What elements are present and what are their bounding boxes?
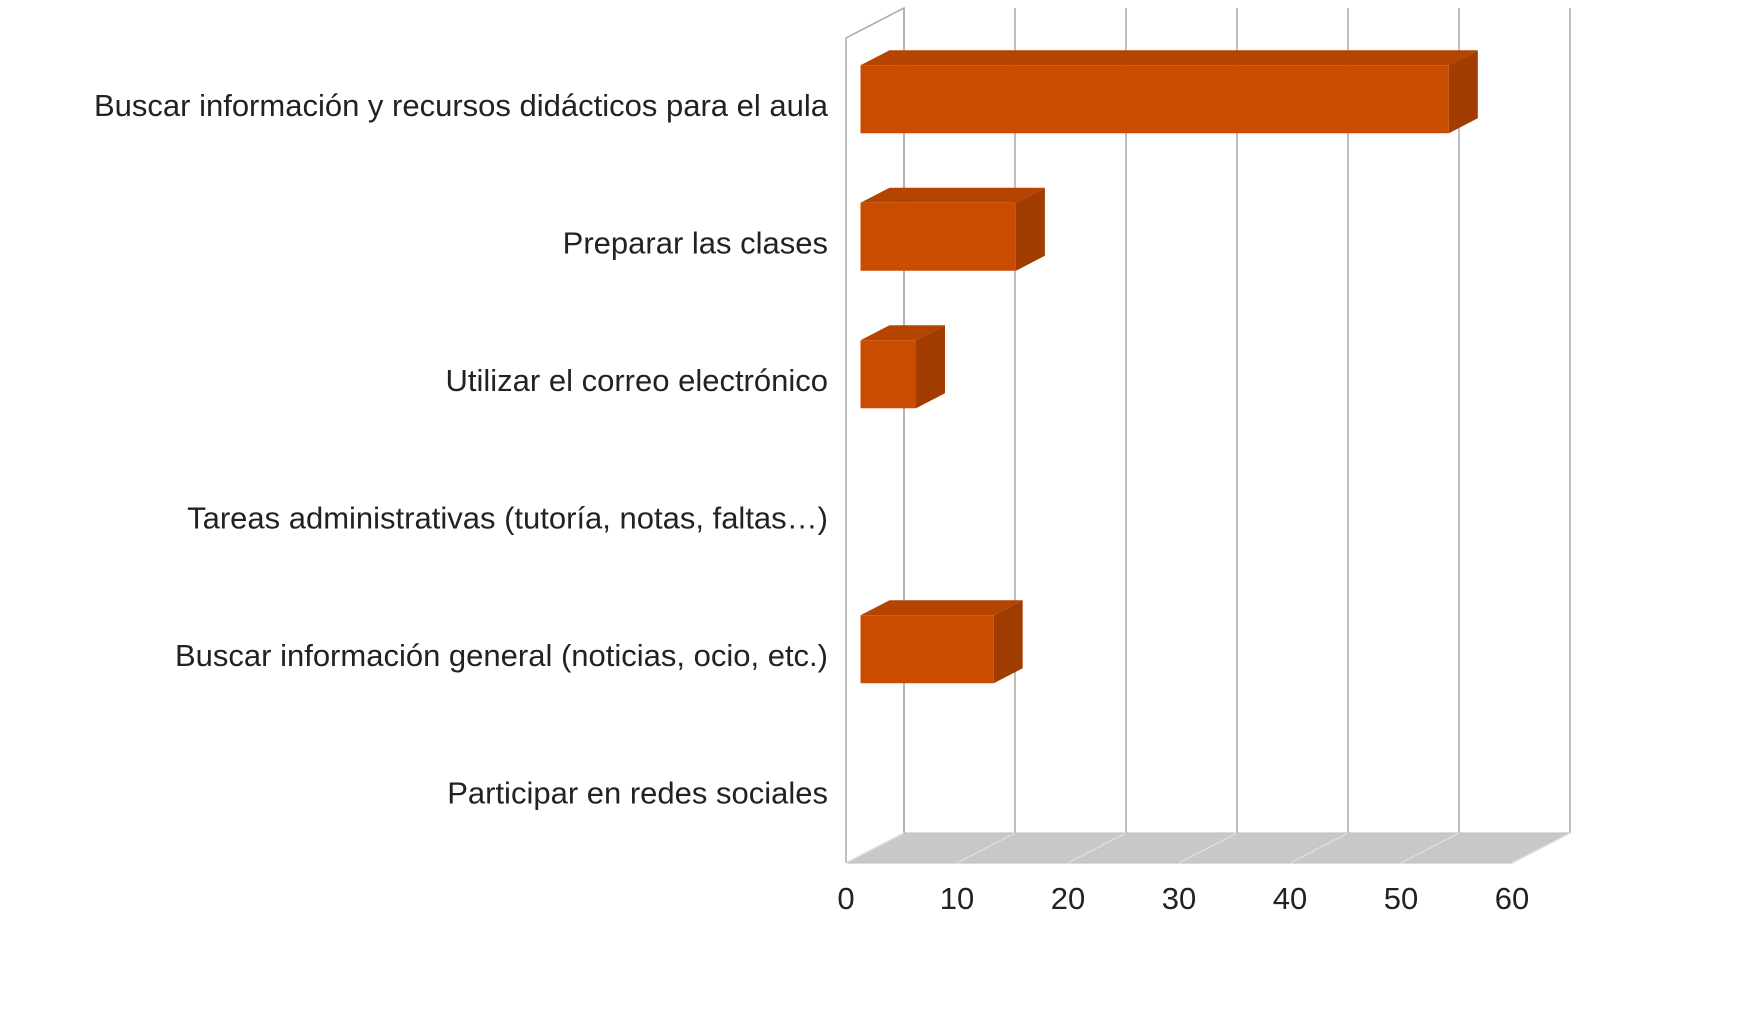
y-tick-label: Participar en redes sociales	[447, 775, 828, 810]
y-tick-label: Utilizar el correo electrónico	[446, 363, 828, 398]
left-wall	[845, 6, 905, 863]
y-tick-label: Buscar información y recursos didácticos…	[94, 88, 829, 123]
bar	[860, 187, 1045, 271]
bar	[860, 50, 1478, 134]
floor-grid-line	[1289, 832, 1349, 864]
y-tick-label: Preparar las clases	[563, 225, 828, 260]
x-tick-label: 20	[1051, 881, 1085, 916]
bar-side	[1015, 187, 1045, 271]
y-tick-label: Buscar información general (noticias, oc…	[175, 638, 828, 673]
x-tick-label: 0	[837, 881, 854, 916]
bar-front	[860, 65, 1449, 134]
x-tick-label: 10	[940, 881, 974, 916]
bar-front	[860, 615, 994, 684]
bar	[860, 325, 945, 409]
bar	[860, 600, 1023, 684]
bar-side	[1448, 50, 1478, 134]
floor-grid-line	[1511, 832, 1571, 864]
floor-grid-line	[1400, 832, 1460, 864]
bar-top	[860, 50, 1478, 66]
floor-grid-line	[1067, 832, 1127, 864]
x-tick-label: 60	[1495, 881, 1529, 916]
x-tick-label: 50	[1384, 881, 1418, 916]
floor-grid-line	[1178, 832, 1238, 864]
x-tick-label: 40	[1273, 881, 1307, 916]
floor-grid-line	[956, 832, 1016, 864]
bar-side	[993, 600, 1023, 684]
bar-front	[860, 202, 1016, 271]
bar-top	[860, 325, 945, 341]
x-tick-label: 30	[1162, 881, 1196, 916]
floor-grid-line	[845, 832, 905, 864]
bar-side	[916, 325, 945, 409]
bar-top	[860, 600, 1023, 616]
bar-top	[860, 187, 1045, 203]
bar-front	[860, 340, 916, 409]
y-tick-label: Tareas administrativas (tutoría, notas, …	[187, 500, 828, 535]
